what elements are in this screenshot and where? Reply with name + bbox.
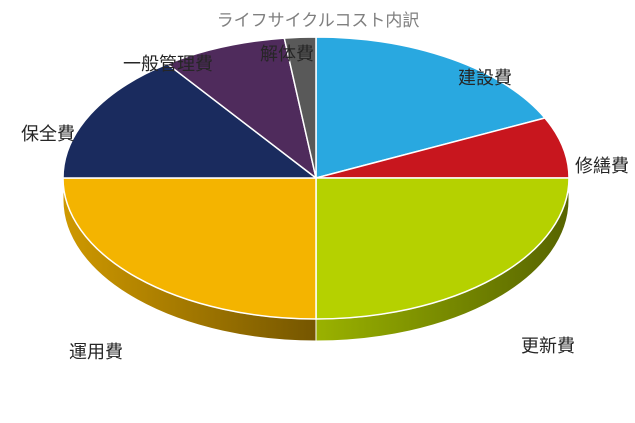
- slice-label-demolition: 解体費: [260, 44, 314, 65]
- pie-slice-renewal: [315, 177, 570, 320]
- pie-tops: [62, 36, 570, 320]
- slice-label-admin: 一般管理費: [123, 54, 213, 75]
- slice-label-renewal: 更新費: [521, 336, 575, 357]
- pie-slice-maintenance: [62, 63, 317, 179]
- pie-slice-admin: [166, 37, 317, 179]
- pie-slice-demolition: [283, 36, 317, 179]
- slice-label-maintenance: 保全費: [21, 124, 75, 145]
- slice-label-operation: 運用費: [69, 342, 123, 363]
- slice-label-repair: 修繕費: [575, 156, 629, 177]
- chart-title: ライフサイクルコスト内訳: [217, 11, 420, 31]
- pie-slice-construction: [315, 36, 546, 179]
- pie-slice-operation: [62, 177, 317, 320]
- slice-label-construction: 建設費: [458, 68, 512, 89]
- pie-slice-repair: [315, 117, 570, 179]
